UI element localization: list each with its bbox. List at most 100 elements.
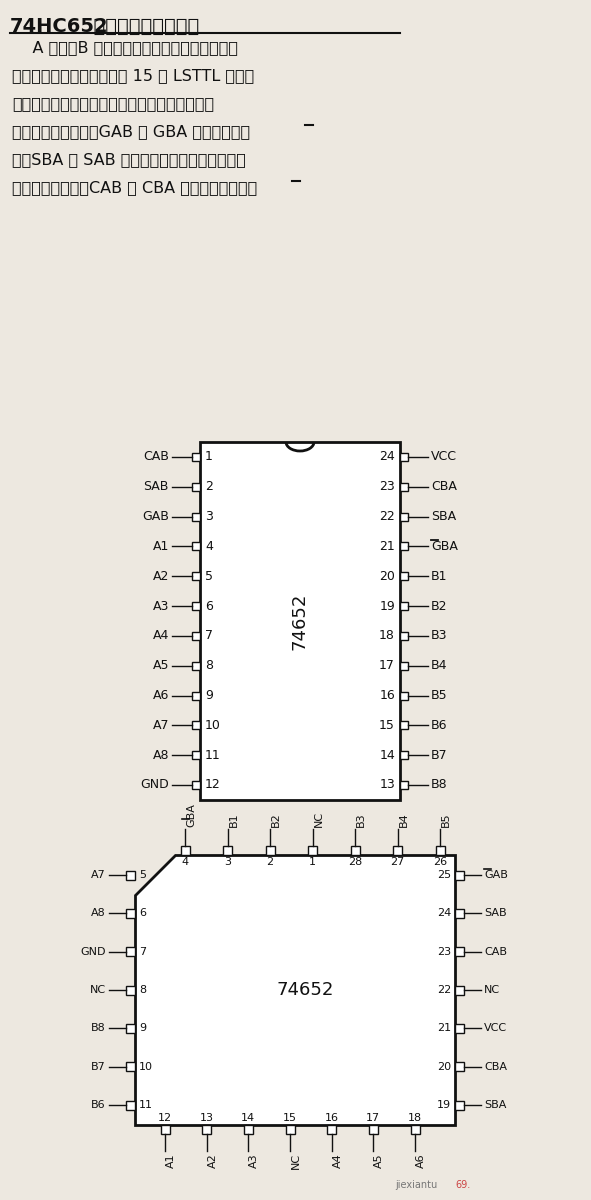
Text: 10: 10 bbox=[205, 719, 221, 732]
Text: 5: 5 bbox=[205, 570, 213, 583]
Text: B4: B4 bbox=[398, 812, 408, 827]
Bar bbox=[265, 846, 274, 854]
Text: 12: 12 bbox=[205, 779, 221, 792]
Text: 16: 16 bbox=[379, 689, 395, 702]
Text: 2: 2 bbox=[205, 480, 213, 493]
Text: B7: B7 bbox=[91, 1062, 106, 1072]
Text: 12: 12 bbox=[158, 1114, 172, 1123]
Bar bbox=[202, 1126, 211, 1134]
Bar bbox=[126, 947, 135, 956]
Text: 23: 23 bbox=[437, 947, 451, 956]
Text: A8: A8 bbox=[152, 749, 169, 762]
Bar bbox=[455, 1062, 464, 1072]
Bar bbox=[400, 632, 408, 640]
Text: 9: 9 bbox=[205, 689, 213, 702]
Text: 74HC652: 74HC652 bbox=[10, 17, 109, 36]
Text: B2: B2 bbox=[431, 600, 447, 612]
Text: A1: A1 bbox=[166, 1153, 176, 1168]
Text: 3: 3 bbox=[224, 857, 231, 866]
Text: 8: 8 bbox=[139, 985, 146, 995]
Text: 4: 4 bbox=[205, 540, 213, 553]
Text: B5: B5 bbox=[431, 689, 447, 702]
Text: SAB: SAB bbox=[484, 908, 506, 918]
Bar bbox=[455, 947, 464, 956]
Bar bbox=[126, 870, 135, 880]
Bar bbox=[192, 781, 200, 790]
Text: 22: 22 bbox=[379, 510, 395, 523]
Text: B6: B6 bbox=[431, 719, 447, 732]
Bar bbox=[400, 751, 408, 760]
Text: B4: B4 bbox=[431, 659, 447, 672]
Bar bbox=[400, 512, 408, 521]
Polygon shape bbox=[135, 854, 455, 1126]
Text: 24: 24 bbox=[437, 908, 451, 918]
Text: 21: 21 bbox=[437, 1024, 451, 1033]
Text: CBA: CBA bbox=[431, 480, 457, 493]
Text: 11: 11 bbox=[205, 749, 221, 762]
Bar bbox=[455, 985, 464, 995]
Text: NC: NC bbox=[484, 985, 500, 995]
Bar bbox=[192, 482, 200, 491]
Bar bbox=[126, 1024, 135, 1033]
Text: 总线收发器和寄存器: 总线收发器和寄存器 bbox=[80, 17, 199, 36]
Text: 1: 1 bbox=[309, 857, 316, 866]
Text: 69.: 69. bbox=[455, 1180, 470, 1190]
Text: A2: A2 bbox=[152, 570, 169, 583]
Text: 3: 3 bbox=[205, 510, 213, 523]
Text: GAB: GAB bbox=[142, 510, 169, 523]
Text: CAB: CAB bbox=[484, 947, 507, 956]
Text: 6: 6 bbox=[205, 600, 213, 612]
Bar bbox=[126, 1100, 135, 1110]
Text: 4: 4 bbox=[181, 857, 189, 866]
Text: 9: 9 bbox=[139, 1024, 146, 1033]
Text: B8: B8 bbox=[431, 779, 447, 792]
Text: A6: A6 bbox=[416, 1153, 426, 1168]
Bar bbox=[180, 846, 190, 854]
Text: A7: A7 bbox=[152, 719, 169, 732]
Text: 16: 16 bbox=[324, 1114, 339, 1123]
Text: 11: 11 bbox=[139, 1100, 153, 1110]
Text: GBA: GBA bbox=[431, 540, 458, 553]
Bar bbox=[455, 1024, 464, 1033]
Bar bbox=[400, 781, 408, 790]
Text: A3: A3 bbox=[249, 1153, 259, 1168]
Text: 74652: 74652 bbox=[277, 982, 334, 998]
Text: 18: 18 bbox=[379, 630, 395, 642]
Text: 28: 28 bbox=[348, 857, 362, 866]
Text: 26: 26 bbox=[433, 857, 447, 866]
Text: NC: NC bbox=[291, 1153, 301, 1169]
Text: 号；SBA 和 SAB 用于选择传送方式：实时传送: 号；SBA 和 SAB 用于选择传送方式：实时传送 bbox=[12, 152, 246, 167]
Text: GBA: GBA bbox=[186, 803, 196, 827]
Text: B3: B3 bbox=[431, 630, 447, 642]
Bar bbox=[400, 572, 408, 581]
Text: 14: 14 bbox=[379, 749, 395, 762]
Text: 22: 22 bbox=[437, 985, 451, 995]
Text: 14: 14 bbox=[241, 1114, 255, 1123]
Bar bbox=[400, 482, 408, 491]
Text: GAB: GAB bbox=[484, 870, 508, 880]
Text: 7: 7 bbox=[139, 947, 146, 956]
Bar bbox=[192, 632, 200, 640]
Text: 15: 15 bbox=[283, 1114, 297, 1123]
Text: A3: A3 bbox=[152, 600, 169, 612]
Bar bbox=[192, 572, 200, 581]
Text: VCC: VCC bbox=[484, 1024, 507, 1033]
Bar bbox=[192, 721, 200, 730]
Text: 25: 25 bbox=[437, 870, 451, 880]
Text: GND: GND bbox=[140, 779, 169, 792]
Text: NC: NC bbox=[313, 811, 323, 827]
Bar bbox=[350, 846, 359, 854]
Bar bbox=[192, 512, 200, 521]
Text: 24: 24 bbox=[379, 450, 395, 463]
Bar bbox=[126, 1062, 135, 1072]
Text: NC: NC bbox=[90, 985, 106, 995]
Bar bbox=[400, 691, 408, 700]
Text: CBA: CBA bbox=[484, 1062, 507, 1072]
Bar bbox=[192, 751, 200, 760]
Text: 20: 20 bbox=[379, 570, 395, 583]
Bar bbox=[223, 846, 232, 854]
Text: 27: 27 bbox=[391, 857, 405, 866]
Text: 13: 13 bbox=[379, 779, 395, 792]
Text: A2: A2 bbox=[207, 1153, 217, 1168]
Bar bbox=[327, 1126, 336, 1134]
